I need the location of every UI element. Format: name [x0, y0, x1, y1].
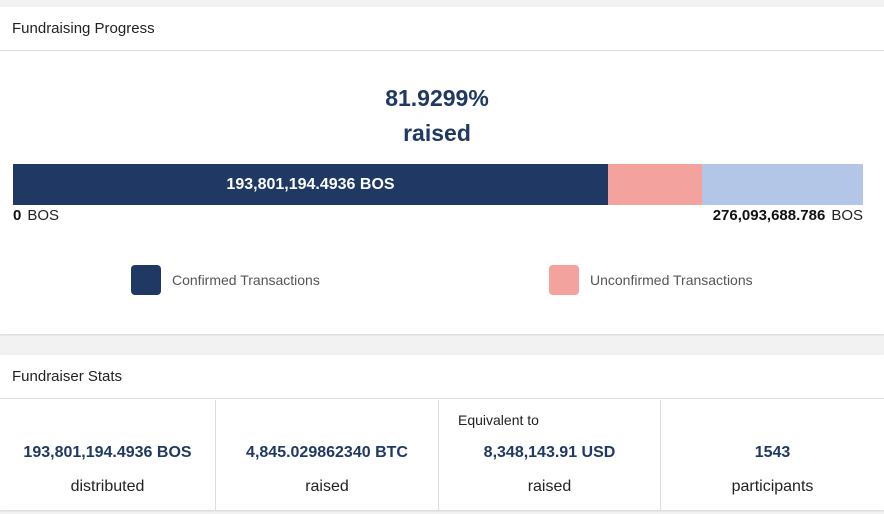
legend-confirmed: Confirmed Transactions	[131, 265, 320, 295]
legend-confirmed-label: Confirmed Transactions	[172, 272, 320, 288]
progress-min-unit: BOS	[27, 207, 60, 224]
stat-value: 1543	[754, 444, 791, 461]
stat-value: 8,348,143.91 USD	[483, 444, 616, 461]
progress-max-label: 276,093,688.786 BOS	[713, 207, 863, 224]
progress-bar: 193,801,194.4936 BOS	[13, 164, 863, 205]
stat-participants: 1543 participants	[661, 400, 884, 510]
stats-grid: 193,801,194.4936 BOS distributed 4,845.0…	[0, 400, 884, 510]
stat-label: participants	[731, 478, 814, 495]
stat-btc-raised: 4,845.029862340 BTC raised	[216, 400, 439, 510]
stat-label: distributed	[70, 478, 145, 495]
stat-label: raised	[527, 478, 572, 495]
stat-label: raised	[305, 478, 349, 495]
stat-distributed: 193,801,194.4936 BOS distributed	[0, 400, 216, 510]
progress-card-title: Fundraising Progress	[0, 7, 884, 51]
stat-usd-raised: Equivalent to 8,348,143.91 USD raised	[439, 400, 661, 510]
stats-card-title: Fundraiser Stats	[0, 355, 884, 399]
stat-value: 193,801,194.4936 BOS	[23, 444, 192, 461]
legend-unconfirmed: Unconfirmed Transactions	[549, 265, 753, 295]
progress-bar-label: 193,801,194.4936 BOS	[226, 176, 395, 193]
progress-bar-confirmed	[13, 164, 608, 205]
progress-min-value: 0	[13, 207, 22, 224]
percent-raised-value: 81.9299%	[385, 85, 489, 111]
progress-bar-unconfirmed	[608, 164, 702, 205]
stat-prefix: Equivalent to	[458, 412, 539, 428]
progress-max-value: 276,093,688.786	[712, 207, 826, 224]
legend-unconfirmed-swatch	[549, 265, 579, 295]
fundraising-progress-card: Fundraising Progress 81.9299% raised 193…	[0, 7, 884, 334]
progress-max-unit: BOS	[831, 207, 863, 224]
progress-min-label: 0 BOS	[13, 207, 59, 224]
stat-value: 4,845.029862340 BTC	[246, 444, 408, 461]
legend-unconfirmed-label: Unconfirmed Transactions	[590, 272, 753, 288]
legend-confirmed-swatch	[131, 265, 161, 295]
percent-raised-caption: raised	[403, 120, 471, 146]
fundraiser-stats-card: Fundraiser Stats 193,801,194.4936 BOS di…	[0, 355, 884, 510]
